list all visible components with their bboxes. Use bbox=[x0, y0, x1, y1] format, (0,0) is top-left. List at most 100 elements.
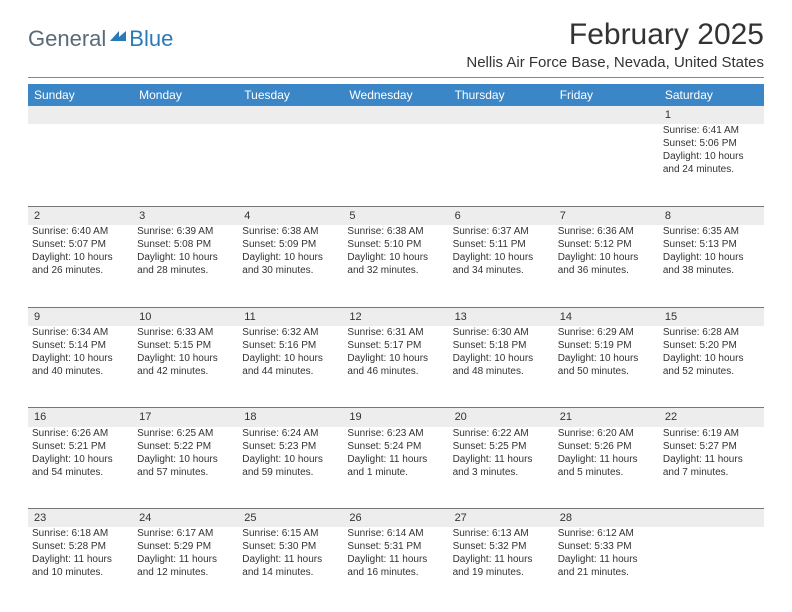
day-info-line: Daylight: 10 hours and 38 minutes. bbox=[663, 251, 760, 277]
day-content-cell bbox=[133, 124, 238, 206]
day-number-cell: 10 bbox=[133, 307, 238, 326]
title-block: February 2025 Nellis Air Force Base, Nev… bbox=[466, 18, 764, 71]
day-info-line: Sunrise: 6:30 AM bbox=[453, 326, 550, 339]
day-number-cell: 1 bbox=[659, 106, 764, 124]
day-content-cell bbox=[28, 124, 133, 206]
day-content-row: Sunrise: 6:26 AMSunset: 5:21 PMDaylight:… bbox=[28, 427, 764, 509]
day-number-cell: 13 bbox=[449, 307, 554, 326]
page-header: General Blue February 2025 Nellis Air Fo… bbox=[28, 18, 764, 71]
day-info-line: Sunset: 5:31 PM bbox=[347, 540, 444, 553]
day-info-line: Daylight: 11 hours and 14 minutes. bbox=[242, 553, 339, 579]
day-number-cell: 16 bbox=[28, 408, 133, 427]
day-info-line: Sunrise: 6:13 AM bbox=[453, 527, 550, 540]
day-content-cell: Sunrise: 6:17 AMSunset: 5:29 PMDaylight:… bbox=[133, 527, 238, 609]
day-content-cell: Sunrise: 6:33 AMSunset: 5:15 PMDaylight:… bbox=[133, 326, 238, 408]
day-info-line: Sunrise: 6:20 AM bbox=[558, 427, 655, 440]
day-number-cell: 8 bbox=[659, 206, 764, 225]
day-info-line: Sunset: 5:11 PM bbox=[453, 238, 550, 251]
day-number-cell bbox=[28, 106, 133, 124]
day-content-cell: Sunrise: 6:38 AMSunset: 5:10 PMDaylight:… bbox=[343, 225, 448, 307]
day-content-row: Sunrise: 6:40 AMSunset: 5:07 PMDaylight:… bbox=[28, 225, 764, 307]
day-info-line: Sunset: 5:21 PM bbox=[32, 440, 129, 453]
day-info-line: Daylight: 10 hours and 32 minutes. bbox=[347, 251, 444, 277]
day-number-cell: 20 bbox=[449, 408, 554, 427]
day-number-cell bbox=[343, 106, 448, 124]
day-content-cell: Sunrise: 6:36 AMSunset: 5:12 PMDaylight:… bbox=[554, 225, 659, 307]
day-info-line: Daylight: 11 hours and 3 minutes. bbox=[453, 453, 550, 479]
day-content-row: Sunrise: 6:41 AMSunset: 5:06 PMDaylight:… bbox=[28, 124, 764, 206]
day-number-cell: 12 bbox=[343, 307, 448, 326]
day-info-line: Daylight: 10 hours and 26 minutes. bbox=[32, 251, 129, 277]
day-info-line: Daylight: 10 hours and 46 minutes. bbox=[347, 352, 444, 378]
day-number-cell: 24 bbox=[133, 509, 238, 528]
day-content-cell: Sunrise: 6:12 AMSunset: 5:33 PMDaylight:… bbox=[554, 527, 659, 609]
day-info-line: Sunset: 5:27 PM bbox=[663, 440, 760, 453]
day-content-cell: Sunrise: 6:41 AMSunset: 5:06 PMDaylight:… bbox=[659, 124, 764, 206]
day-info-line: Daylight: 10 hours and 48 minutes. bbox=[453, 352, 550, 378]
day-info-line: Daylight: 10 hours and 44 minutes. bbox=[242, 352, 339, 378]
day-info-line: Sunrise: 6:35 AM bbox=[663, 225, 760, 238]
day-content-cell: Sunrise: 6:14 AMSunset: 5:31 PMDaylight:… bbox=[343, 527, 448, 609]
day-info-line: Sunrise: 6:34 AM bbox=[32, 326, 129, 339]
day-info-line: Sunrise: 6:32 AM bbox=[242, 326, 339, 339]
day-info-line: Sunset: 5:14 PM bbox=[32, 339, 129, 352]
day-info-line: Sunrise: 6:14 AM bbox=[347, 527, 444, 540]
day-info-line: Daylight: 11 hours and 10 minutes. bbox=[32, 553, 129, 579]
day-number-cell: 9 bbox=[28, 307, 133, 326]
day-content-cell: Sunrise: 6:32 AMSunset: 5:16 PMDaylight:… bbox=[238, 326, 343, 408]
day-number-cell: 2 bbox=[28, 206, 133, 225]
day-info-line: Sunrise: 6:38 AM bbox=[242, 225, 339, 238]
day-number-cell: 14 bbox=[554, 307, 659, 326]
header-divider bbox=[28, 77, 764, 78]
day-info-line: Sunrise: 6:24 AM bbox=[242, 427, 339, 440]
day-info-line: Sunset: 5:12 PM bbox=[558, 238, 655, 251]
day-number-cell: 28 bbox=[554, 509, 659, 528]
day-number-cell bbox=[238, 106, 343, 124]
day-content-cell: Sunrise: 6:13 AMSunset: 5:32 PMDaylight:… bbox=[449, 527, 554, 609]
day-content-cell: Sunrise: 6:20 AMSunset: 5:26 PMDaylight:… bbox=[554, 427, 659, 509]
day-number-row: 9101112131415 bbox=[28, 307, 764, 326]
day-content-row: Sunrise: 6:34 AMSunset: 5:14 PM Daylight:… bbox=[28, 326, 764, 408]
calendar-page: General Blue February 2025 Nellis Air Fo… bbox=[0, 0, 792, 609]
day-info-line: Sunset: 5:13 PM bbox=[663, 238, 760, 251]
day-info-line: Sunset: 5:32 PM bbox=[453, 540, 550, 553]
day-number-cell: 22 bbox=[659, 408, 764, 427]
day-content-cell: Sunrise: 6:38 AMSunset: 5:09 PMDaylight:… bbox=[238, 225, 343, 307]
day-number-cell: 17 bbox=[133, 408, 238, 427]
weekday-header: Sunday bbox=[28, 84, 133, 106]
day-number-row: 232425262728 bbox=[28, 509, 764, 528]
day-info-line: Daylight: 10 hours and 52 minutes. bbox=[663, 352, 760, 378]
day-info-line: Sunrise: 6:36 AM bbox=[558, 225, 655, 238]
day-number-row: 1 bbox=[28, 106, 764, 124]
day-content-row: Sunrise: 6:18 AMSunset: 5:28 PMDaylight:… bbox=[28, 527, 764, 609]
day-info-line: Daylight: 10 hours and 30 minutes. bbox=[242, 251, 339, 277]
logo: General Blue bbox=[28, 18, 173, 52]
day-info-line: Daylight: 11 hours and 19 minutes. bbox=[453, 553, 550, 579]
weekday-header: Monday bbox=[133, 84, 238, 106]
day-info-line: Sunrise: 6:41 AM bbox=[663, 124, 760, 137]
day-info-line: Sunrise: 6:12 AM bbox=[558, 527, 655, 540]
day-info-line: Sunset: 5:18 PM bbox=[453, 339, 550, 352]
day-info-line: Daylight: 11 hours and 16 minutes. bbox=[347, 553, 444, 579]
day-number-cell: 11 bbox=[238, 307, 343, 326]
day-info-line: Sunrise: 6:17 AM bbox=[137, 527, 234, 540]
day-info-line: Sunset: 5:10 PM bbox=[347, 238, 444, 251]
day-number-cell: 3 bbox=[133, 206, 238, 225]
day-info-line: Sunrise: 6:15 AM bbox=[242, 527, 339, 540]
day-info-line: Daylight: 11 hours and 12 minutes. bbox=[137, 553, 234, 579]
day-number-cell: 25 bbox=[238, 509, 343, 528]
day-info-line: Daylight: 10 hours and 34 minutes. bbox=[453, 251, 550, 277]
day-content-cell: Sunrise: 6:31 AMSunset: 5:17 PMDaylight:… bbox=[343, 326, 448, 408]
day-number-cell: 21 bbox=[554, 408, 659, 427]
day-info-line: Sunset: 5:28 PM bbox=[32, 540, 129, 553]
day-info-line: Sunrise: 6:39 AM bbox=[137, 225, 234, 238]
day-info-line: Daylight: 10 hours and 42 minutes. bbox=[137, 352, 234, 378]
day-content-cell: Sunrise: 6:25 AMSunset: 5:22 PMDaylight:… bbox=[133, 427, 238, 509]
day-info-line: Daylight: 10 hours and 50 minutes. bbox=[558, 352, 655, 378]
page-title: February 2025 bbox=[466, 18, 764, 52]
day-info-line: Sunset: 5:17 PM bbox=[347, 339, 444, 352]
day-info-line: Sunrise: 6:19 AM bbox=[663, 427, 760, 440]
day-info-line: Sunrise: 6:38 AM bbox=[347, 225, 444, 238]
day-content-cell: Sunrise: 6:30 AMSunset: 5:18 PMDaylight:… bbox=[449, 326, 554, 408]
day-content-cell: Sunrise: 6:23 AMSunset: 5:24 PMDaylight:… bbox=[343, 427, 448, 509]
